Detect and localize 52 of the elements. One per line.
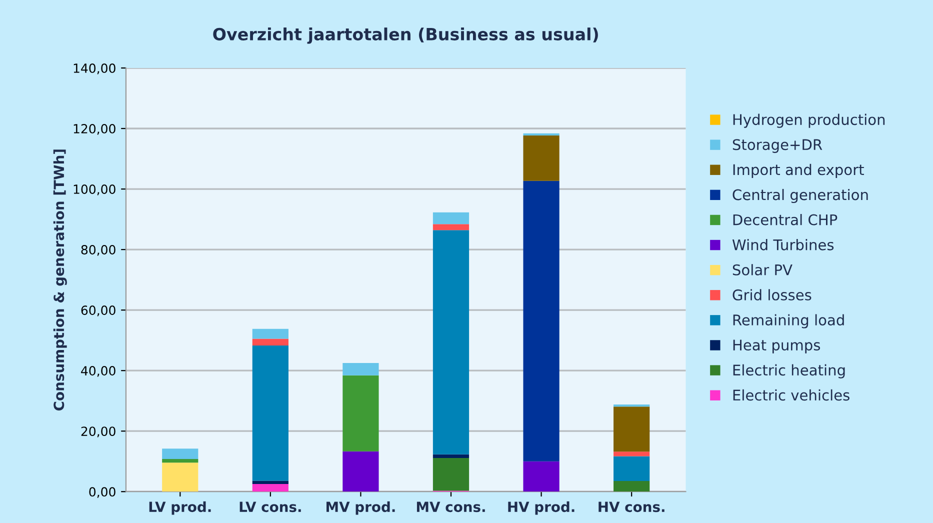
bar	[252, 328, 288, 339]
bar	[432, 230, 470, 454]
bar	[252, 338, 288, 346]
x-tick-label: MV cons.	[416, 502, 485, 512]
legend-label: Central generation	[732, 188, 868, 204]
x-tick-label: LV cons.	[240, 502, 301, 512]
bar	[432, 224, 470, 230]
legend-label: Wind Turbines	[732, 239, 834, 250]
y-tick-label: 0,00	[89, 487, 116, 498]
bar	[614, 452, 650, 456]
bar	[342, 451, 379, 492]
bar	[252, 480, 288, 484]
bar	[432, 458, 470, 491]
x-tick-label: LV prod.	[149, 501, 211, 515]
legend-label: Remaining load	[733, 314, 844, 328]
y-axis-title: Consumption & generation [TWh]	[53, 150, 67, 410]
bar	[614, 456, 650, 482]
legend-label: Import and export	[733, 164, 864, 178]
bar	[252, 484, 288, 492]
bar	[523, 180, 560, 462]
legend-label: Decentral CHP	[733, 214, 838, 226]
legend-label: Solar PV	[732, 264, 792, 276]
bar	[342, 375, 379, 452]
bar	[162, 448, 198, 459]
bar	[523, 461, 560, 492]
y-tick-label: 60,00	[81, 306, 116, 316]
bar	[614, 404, 650, 407]
bar	[523, 135, 560, 181]
bar	[614, 406, 650, 452]
bar	[162, 458, 198, 463]
y-tick-label: 40,00	[81, 366, 116, 377]
bar	[614, 481, 650, 492]
bar	[252, 345, 288, 481]
legend-label: Electric heating	[733, 364, 845, 378]
chart-title: Overzicht jaartotalen (Business as usual)	[213, 28, 598, 44]
legend-label: Electric vehicles	[733, 389, 850, 401]
bar	[432, 212, 470, 224]
legend-label: Heat pumps	[733, 340, 820, 354]
bar	[432, 454, 470, 458]
x-tick-label: HV cons.	[598, 502, 664, 512]
x-tick-label: MV prod.	[326, 501, 395, 515]
legend-label: Grid losses	[732, 289, 812, 300]
legend-label: Storage+DR	[732, 139, 822, 153]
y-tick-label: 80,00	[81, 245, 116, 256]
y-tick-label: 100,00	[74, 184, 116, 196]
y-tick-label: 20,00	[81, 426, 116, 438]
legend-label: Hydrogen production	[733, 114, 885, 128]
bar	[162, 462, 198, 492]
y-tick-label: 140,00	[74, 63, 116, 74]
y-tick-label: 120,00	[74, 124, 116, 135]
bar	[342, 363, 379, 376]
x-tick-label: HV prod.	[508, 501, 574, 515]
